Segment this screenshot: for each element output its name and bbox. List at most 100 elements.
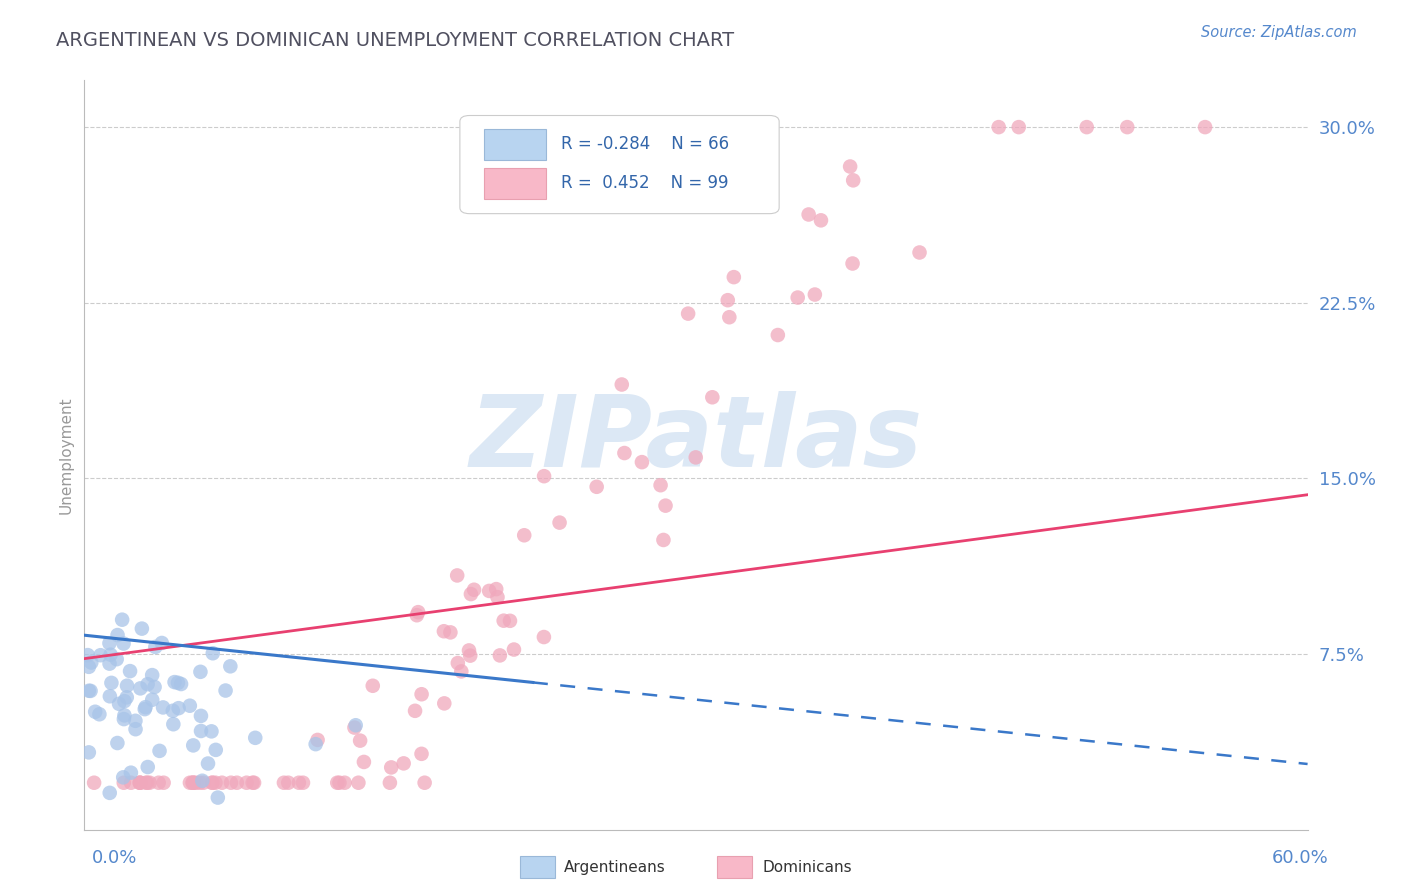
Point xyxy=(225,776,247,790)
Y-axis label: Unemployment: Unemployment xyxy=(58,396,73,514)
Point xyxy=(114,694,136,708)
Point xyxy=(631,455,654,469)
Point xyxy=(305,737,328,751)
Point xyxy=(718,310,741,325)
Point xyxy=(797,207,820,221)
Point xyxy=(179,698,201,713)
Point xyxy=(411,687,433,701)
Point xyxy=(353,755,375,769)
Point xyxy=(503,642,526,657)
Text: Argentineans: Argentineans xyxy=(564,860,665,874)
Point xyxy=(610,377,633,392)
Point xyxy=(120,765,142,780)
Point xyxy=(129,681,152,696)
Point xyxy=(201,776,224,790)
Point xyxy=(120,776,142,790)
Point xyxy=(181,739,204,753)
Point xyxy=(499,614,522,628)
Point xyxy=(77,660,100,674)
Point xyxy=(190,723,212,738)
Point xyxy=(652,533,675,547)
Point xyxy=(458,643,481,657)
Point xyxy=(328,776,350,790)
Point xyxy=(197,756,219,771)
Point xyxy=(105,736,128,750)
Point xyxy=(89,707,111,722)
Point xyxy=(190,709,212,723)
Point xyxy=(150,636,173,650)
Point xyxy=(450,665,472,679)
Text: R =  0.452    N = 99: R = 0.452 N = 99 xyxy=(561,174,728,192)
Bar xyxy=(484,168,546,200)
Point xyxy=(380,760,402,774)
Point xyxy=(307,733,329,747)
Point xyxy=(181,776,204,790)
Text: 0.0%: 0.0% xyxy=(91,849,136,867)
Point xyxy=(458,648,481,663)
Point xyxy=(460,587,482,601)
Point xyxy=(219,659,242,673)
Point xyxy=(111,613,134,627)
Point xyxy=(433,697,456,711)
Point xyxy=(676,307,699,321)
Point xyxy=(548,516,571,530)
Point xyxy=(112,776,135,790)
Point xyxy=(404,704,426,718)
Point xyxy=(148,776,170,790)
Point xyxy=(406,605,429,619)
Point xyxy=(167,675,190,690)
Point xyxy=(242,776,264,790)
Point xyxy=(184,776,207,790)
Point xyxy=(489,648,512,663)
Point xyxy=(105,652,128,666)
Point xyxy=(108,697,131,711)
Bar xyxy=(484,129,546,161)
Text: 60.0%: 60.0% xyxy=(1272,849,1329,867)
Point xyxy=(447,656,470,670)
Point xyxy=(214,683,236,698)
Point xyxy=(908,245,931,260)
Point xyxy=(1008,120,1031,134)
Point xyxy=(245,731,267,745)
Point xyxy=(193,776,215,790)
Point xyxy=(98,636,121,650)
Point xyxy=(162,704,184,718)
Point xyxy=(152,700,174,714)
Point xyxy=(80,656,103,670)
Point xyxy=(411,747,433,761)
Point xyxy=(143,680,166,694)
Point xyxy=(201,776,224,790)
Point xyxy=(204,776,226,790)
Point xyxy=(145,640,167,654)
Point xyxy=(83,776,105,790)
Point xyxy=(76,648,98,662)
Point xyxy=(1194,120,1216,134)
Point xyxy=(112,712,135,726)
Point xyxy=(118,664,141,678)
Point xyxy=(181,776,204,790)
Point xyxy=(183,776,205,790)
Point xyxy=(405,608,427,623)
Text: ARGENTINEAN VS DOMINICAN UNEMPLOYMENT CORRELATION CHART: ARGENTINEAN VS DOMINICAN UNEMPLOYMENT CO… xyxy=(56,31,734,50)
FancyBboxPatch shape xyxy=(460,115,779,214)
Point xyxy=(786,291,808,305)
Point xyxy=(804,287,827,301)
Point xyxy=(124,714,146,728)
Point xyxy=(492,614,515,628)
Point xyxy=(810,213,832,227)
Point xyxy=(138,776,160,790)
Point xyxy=(107,628,129,642)
Point xyxy=(277,776,299,790)
Point xyxy=(128,776,150,790)
Point xyxy=(204,743,226,757)
Point xyxy=(361,679,384,693)
Text: Dominicans: Dominicans xyxy=(762,860,852,874)
Point xyxy=(136,776,159,790)
Point xyxy=(115,679,138,693)
Point xyxy=(326,776,349,790)
Point xyxy=(644,186,666,200)
Point xyxy=(766,328,789,343)
Point xyxy=(533,469,555,483)
Point xyxy=(513,528,536,542)
Point xyxy=(1116,120,1139,134)
